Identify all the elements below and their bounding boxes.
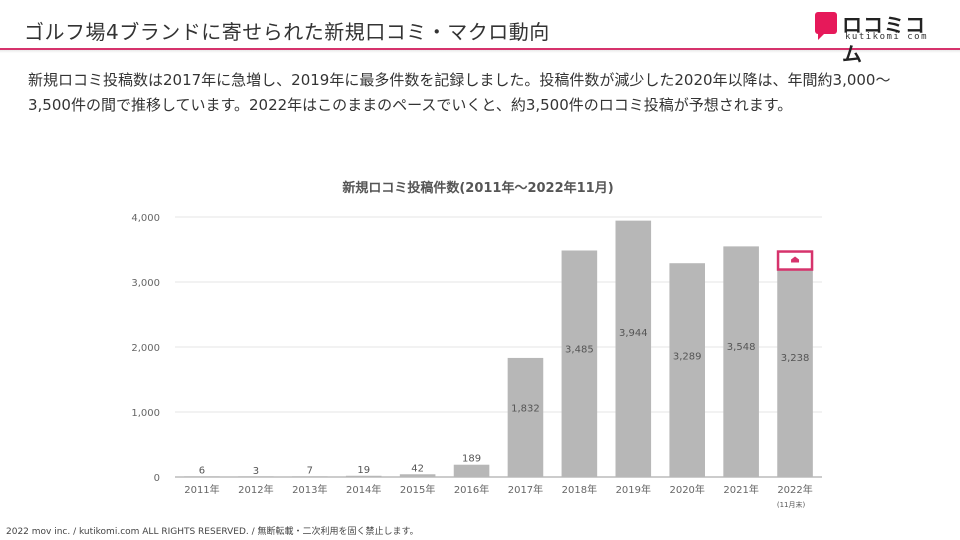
bar[interactable]	[345, 475, 382, 477]
x-tick-label: 2017年	[508, 483, 543, 496]
y-tick-label: 0	[154, 473, 160, 484]
data-label: 19	[357, 465, 370, 476]
y-tick-label: 2,000	[131, 343, 160, 354]
x-tick-label: 2019年	[616, 483, 651, 496]
title-underline	[0, 48, 960, 50]
data-label: 42	[411, 463, 424, 474]
x-tick-label: 2011年	[184, 483, 219, 496]
bar[interactable]	[399, 474, 436, 477]
bar[interactable]	[184, 476, 220, 477]
data-label: 7	[307, 466, 313, 477]
chart-title: 新規ロコミ投稿件数(2011年〜2022年11月)	[342, 180, 613, 196]
bar-layer	[184, 220, 813, 477]
title-shadow	[0, 50, 960, 53]
data-label: 3,485	[565, 344, 594, 355]
x-tick-label: 2022年	[777, 483, 812, 496]
x-tick-label: 2015年	[400, 483, 435, 496]
period-note: (11月末)	[777, 500, 806, 509]
label-layer: 0 1,000 2,000 3,000 4,000 6 2011年 3 2012年 7 2013年 1…	[131, 213, 814, 509]
data-label: 3,289	[673, 351, 702, 362]
speech-bubble-icon	[815, 12, 837, 40]
bar[interactable]	[723, 246, 759, 477]
bar[interactable]	[453, 464, 490, 477]
description-text: 新規ロコミ投稿数は2017年に急増し、2019年に最多件数を記録しました。投稿件…	[28, 71, 891, 114]
bar[interactable]	[507, 357, 544, 477]
x-tick-label: 2021年	[723, 483, 758, 496]
data-label: 3,238	[781, 353, 810, 364]
logo-subtext: kutikomi com	[845, 32, 929, 42]
y-tick-label: 3,000	[131, 278, 160, 289]
grid-layer	[175, 216, 822, 478]
data-label: 189	[462, 454, 481, 465]
y-tick-label: 1,000	[131, 408, 160, 419]
up-arrow-icon	[791, 256, 800, 263]
x-tick-label: 2018年	[562, 483, 597, 496]
page-title: ゴルフ場4ブランドに寄せられた新規口コミ・マクロ動向	[24, 20, 550, 44]
bar[interactable]	[777, 266, 813, 477]
copyright-footer: 2022 mov inc. / kutikomi.com ALL RIGHTS …	[6, 527, 419, 537]
bar[interactable]	[669, 263, 706, 477]
x-tick-label: 2012年	[238, 483, 273, 496]
x-tick-label: 2020年	[669, 483, 704, 496]
bar[interactable]	[615, 220, 652, 477]
data-label: 3,944	[619, 328, 648, 339]
bar[interactable]	[291, 476, 328, 477]
logo-text: ロコミコム	[842, 13, 926, 66]
x-tick-label: 2014年	[346, 483, 381, 496]
bar[interactable]	[238, 476, 274, 477]
bar[interactable]	[561, 250, 598, 477]
data-label: 1,832	[511, 404, 540, 415]
data-label: 3	[253, 466, 259, 477]
x-tick-label: 2013年	[292, 483, 327, 496]
y-tick-label: 4,000	[131, 213, 160, 224]
data-label: 6	[199, 466, 205, 477]
brand-logo[interactable]: ロコミコム kutikomi com	[815, 12, 937, 66]
data-label: 3,548	[727, 342, 756, 353]
x-tick-label: 2016年	[454, 483, 489, 496]
